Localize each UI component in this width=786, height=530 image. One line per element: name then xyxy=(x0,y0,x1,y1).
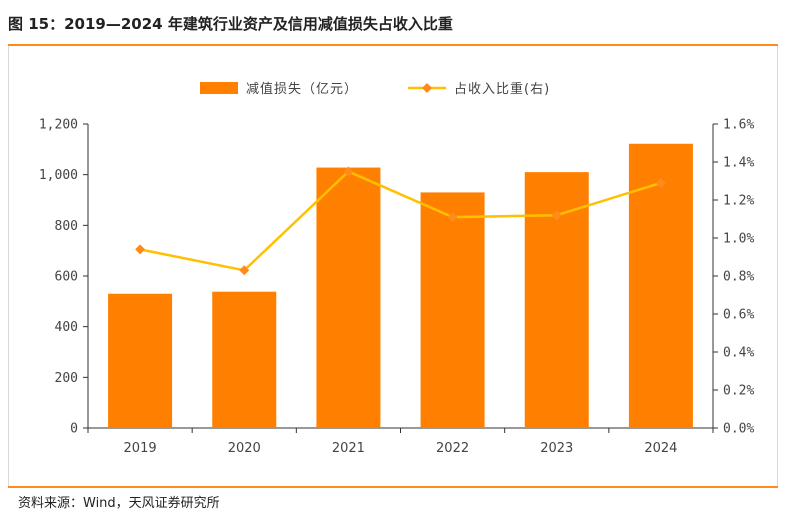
x-tick-label: 2019 xyxy=(124,441,157,456)
y-left-tick-label: 800 xyxy=(55,219,78,234)
y-left-tick-label: 0 xyxy=(70,422,78,437)
x-tick-label: 2024 xyxy=(644,441,677,456)
source-divider xyxy=(8,486,778,488)
y-right-tick-label: 1.6% xyxy=(723,118,754,133)
y-right-tick-label: 0.6% xyxy=(723,308,754,323)
bar xyxy=(108,293,173,428)
bar xyxy=(420,192,485,428)
legend-line-label: 占收入比重(右) xyxy=(454,81,550,97)
bar xyxy=(316,167,381,428)
y-left-tick-label: 400 xyxy=(55,320,78,335)
y-left-tick-label: 200 xyxy=(55,371,78,386)
x-tick-label: 2021 xyxy=(332,441,365,456)
ratio-point xyxy=(343,166,354,177)
ratio-point xyxy=(239,265,250,276)
legend-bar-label: 减值损失（亿元） xyxy=(246,81,358,97)
bar xyxy=(628,143,693,428)
y-left-tick-label: 1,200 xyxy=(39,118,78,133)
y-right-tick-label: 0.0% xyxy=(723,422,754,437)
ratio-line xyxy=(139,170,662,272)
frame-right-border xyxy=(777,46,778,486)
source-note: 资料来源：Wind，天风证券研究所 xyxy=(18,496,220,511)
y-right-tick-label: 0.8% xyxy=(723,270,754,285)
legend-bar-swatch xyxy=(200,82,238,94)
ratio-point xyxy=(447,212,458,223)
frame-left-border xyxy=(8,46,9,486)
title-divider xyxy=(8,44,778,46)
x-tick-label: 2022 xyxy=(436,441,469,456)
chart-area: 减值损失（亿元） 占收入比重(右) 0 200 400 600 800 1,000 1,200 0… xyxy=(39,81,755,456)
y-left-tick-label: 1,000 xyxy=(39,168,78,183)
y-right-tick-label: 0.2% xyxy=(723,384,754,399)
x-tick-label: 2020 xyxy=(228,441,261,456)
legend-line-marker xyxy=(422,83,432,93)
chart-title: 图 15：2019—2024 年建筑行业资产及信用减值损失占收入比重 xyxy=(8,15,453,33)
bar xyxy=(212,291,277,428)
y-right-tick-label: 1.2% xyxy=(723,194,754,209)
ratio-point xyxy=(551,210,562,221)
y-left-tick-label: 600 xyxy=(55,270,78,285)
y-right-tick-label: 0.4% xyxy=(723,346,754,361)
y-right-tick-label: 1.0% xyxy=(723,232,754,247)
ratio-point xyxy=(655,177,666,188)
y-right-tick-label: 1.4% xyxy=(723,156,754,171)
x-tick-label: 2023 xyxy=(540,441,573,456)
ratio-point xyxy=(135,244,146,255)
